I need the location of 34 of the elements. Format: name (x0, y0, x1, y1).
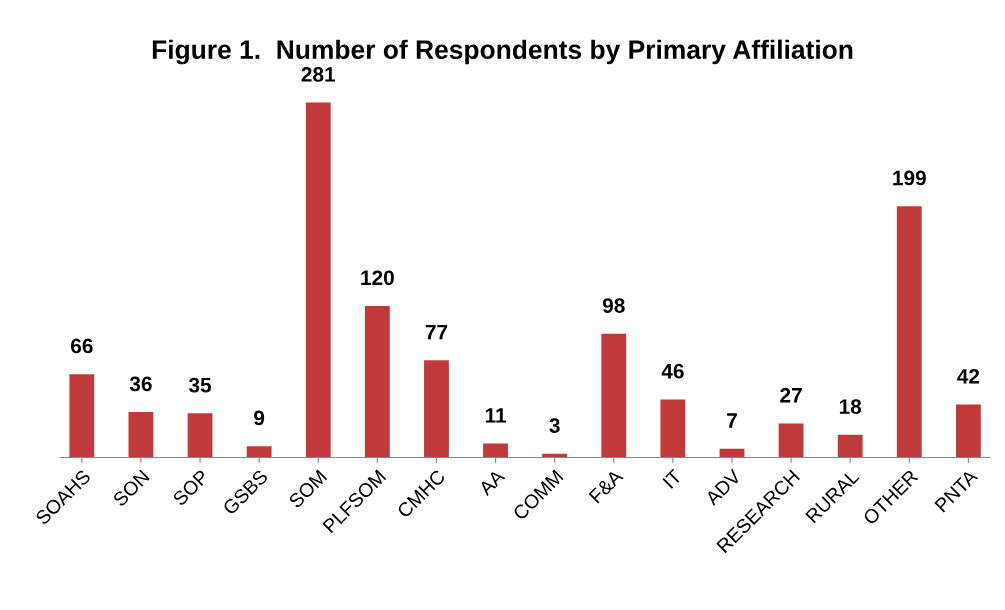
data-label: 7 (727, 413, 737, 428)
bar (305, 102, 331, 458)
x-tick-label: AA (477, 468, 506, 497)
bar (955, 404, 981, 458)
data-label: 27 (780, 387, 802, 403)
bar (896, 206, 922, 458)
data-label: 77 (425, 324, 448, 340)
data-label: 18 (839, 399, 862, 414)
data-label: 199 (893, 170, 926, 186)
data-label: 3 (549, 418, 560, 433)
x-tick-label: F&A (588, 468, 624, 504)
data-label: 9 (254, 410, 265, 426)
data-label: 36 (129, 376, 152, 392)
bar (187, 413, 213, 458)
bar (128, 412, 154, 458)
chart-title: Figure 1. Number of Respondents by Primary Affiliation (152, 39, 853, 65)
x-tick-label: IT (662, 468, 683, 489)
bar (364, 305, 390, 458)
data-label: 11 (485, 408, 506, 423)
bar (601, 333, 627, 458)
data-label: 98 (602, 298, 625, 313)
bar (424, 360, 449, 458)
bar (837, 434, 863, 458)
data-label: 46 (661, 363, 684, 379)
data-label: 281 (301, 67, 336, 82)
data-label: 35 (188, 377, 212, 393)
bar (778, 423, 804, 458)
bar (69, 374, 95, 458)
bar (660, 399, 686, 458)
data-label: 66 (71, 338, 93, 354)
bar (246, 446, 272, 458)
data-label: 42 (957, 368, 980, 384)
data-label: 120 (361, 270, 394, 286)
bar (483, 443, 508, 458)
